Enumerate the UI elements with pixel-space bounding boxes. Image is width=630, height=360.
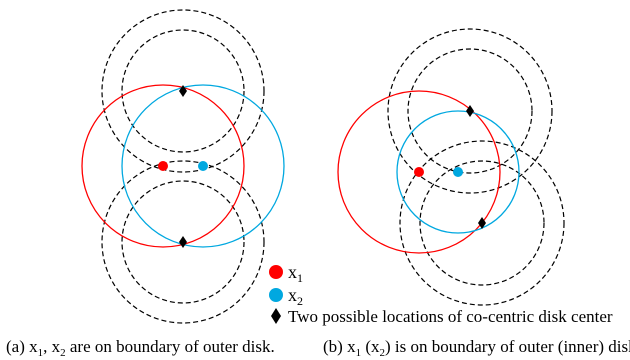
panel-a-x1-disk [81,84,245,248]
panel-b-lower-outer-disk [399,140,565,306]
panel-a [81,9,285,324]
panel-a-x2-disk [121,84,285,248]
caption-a: (a) x1, x2 are on boundary of outer disk… [6,337,275,359]
panel-b-x1-point [414,167,424,177]
legend-x1-marker [269,265,283,279]
legend-diamond-text: Two possible locations of co-centric dis… [288,307,613,326]
panel-a-x1-point [158,161,168,171]
panel-b [337,28,565,306]
legend-x1-label: x1 [288,262,303,285]
panel-b-lower-inner-disk [419,160,545,286]
legend-diamond-icon [271,308,281,324]
legend-x2-label: x2 [288,285,303,308]
legend-x2-marker [269,288,283,302]
panel-a-bottom-outer-disk [101,160,265,324]
panel-b-center-diamond-lower [478,217,486,229]
panel-b-x1-disk [337,90,501,254]
panel-a-x2-point [198,161,208,171]
panel-a-center-diamond-bottom [179,236,187,248]
panel-a-top-inner-disk [121,29,245,153]
legend: x1 x2 Two possible locations of co-centr… [269,262,613,326]
panel-b-center-diamond-upper [466,105,474,117]
panel-a-top-outer-disk [101,9,265,173]
panel-b-upper-outer-disk [387,28,553,194]
panel-b-upper-inner-disk [407,48,533,174]
panel-a-center-diamond-top [179,85,187,97]
panel-b-x2-point [453,167,463,177]
panel-a-bottom-inner-disk [121,180,245,304]
panel-b-x2-disk [396,110,520,234]
caption-b: (b) x1 (x2) is on boundary of outer (inn… [323,337,630,359]
